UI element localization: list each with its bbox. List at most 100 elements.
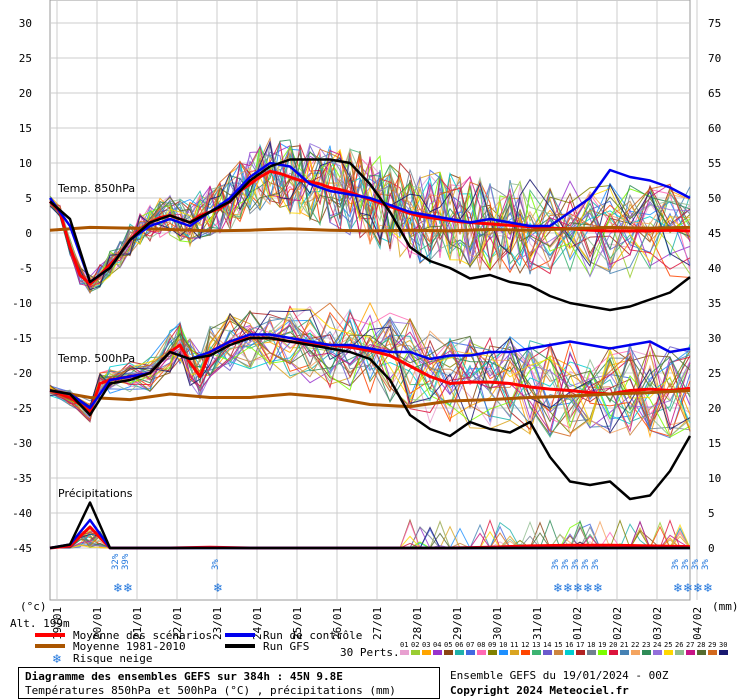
pert-swatch [554,650,563,655]
x-tick-label: 23/01 [211,607,224,640]
pert-swatch [411,650,420,655]
pert-swatch [455,650,464,655]
pert-number: 28 [697,641,705,649]
y-left-tick-label: -15 [12,332,32,345]
x-tick-label: 21/01 [131,607,144,640]
pert-number: 23 [642,641,650,649]
pert-number: 21 [620,641,628,649]
pert-swatch [587,650,596,655]
x-tick-label: 19/01 [51,607,64,640]
panel-label: Temp. 500hPa [57,352,135,365]
perturbation-line [49,324,691,433]
pert-number: 04 [433,641,441,649]
pert-number: 30 [719,641,727,649]
y-left-tick-label: 20 [19,87,32,100]
pert-number: 26 [675,641,683,649]
snowflake-icon: ❄ [703,581,713,595]
pert-number: 13 [532,641,540,649]
pert-swatch [697,650,706,655]
snowflake-icon: ❄ [52,652,62,666]
y-left-tick-label: 5 [25,192,32,205]
pert-swatch [521,650,530,655]
footer-subtitle: Températures 850hPa et 500hPa (°C) , pré… [25,684,396,697]
panel-label: Temp. 850hPa [57,182,135,195]
y-left-tick-label: -5 [19,262,32,275]
pert-swatch [510,650,519,655]
legend-label: Risque neige [73,652,152,665]
snow-risk-pct: 3% [561,559,571,570]
pert-swatch [708,650,717,655]
pert-number: 06 [455,641,463,649]
y-right-tick-label: 5 [708,507,715,520]
snowflake-icon: ❄ [123,581,133,595]
pert-swatch [565,650,574,655]
x-tick-label: 03/02 [651,607,664,640]
snow-risk-pct: 3% [211,559,221,570]
perturbation-line [49,318,691,423]
altitude-label: Alt. 199m [10,617,70,630]
pert-number: 17 [576,641,584,649]
pert-number: 09 [488,641,496,649]
perts-label: 30 Perts. [340,646,400,659]
pert-swatch [620,650,629,655]
y-right-tick-label: 60 [708,122,721,135]
pert-swatch [532,650,541,655]
y-left-tick-label: -35 [12,472,32,485]
pert-swatch [543,650,552,655]
snowflake-icon: ❄ [573,581,583,595]
pert-swatch [576,650,585,655]
pert-swatch [719,650,728,655]
pert-number: 24 [653,641,661,649]
pert-number: 15 [554,641,562,649]
pert-swatch [653,650,662,655]
pert-number: 29 [708,641,716,649]
series-line [49,158,691,312]
snow-risk-pct: 3% [581,559,591,570]
pert-number: 27 [686,641,694,649]
pert-number: 18 [587,641,595,649]
x-tick-label: 30/01 [491,607,504,640]
y-right-tick-label: 70 [708,52,721,65]
legend-swatch [225,633,255,637]
pert-number: 20 [609,641,617,649]
y-right-tick-label: 35 [708,297,721,310]
snow-risk-pct: 39% [121,553,131,570]
legend-swatch [225,644,255,648]
pert-swatch [477,650,486,655]
snowflake-icon: ❄ [583,581,593,595]
snowflake-icon: ❄ [113,581,123,595]
perturbation-line [49,145,691,288]
y-right-tick-label: 40 [708,262,721,275]
snow-risk-pct: 3% [591,559,601,570]
grid [49,0,698,601]
snow-risk-pct: 3% [671,559,681,570]
y-right-tick-label: 10 [708,472,721,485]
snow-risk-pct: 32% [111,553,121,570]
legend-swatch [35,633,65,637]
y-left-tick-label: -30 [12,437,32,450]
series-lines: 32%❄39%❄3%❄3%❄3%❄3%❄3%❄3%❄3%❄3%❄3%❄3%❄ [48,158,713,595]
plot-frame [49,0,691,601]
pert-number: 11 [510,641,518,649]
y-left-tick-label: 15 [19,122,32,135]
pert-swatch [631,650,640,655]
pert-swatch [499,650,508,655]
pert-swatch [642,650,651,655]
snowflake-icon: ❄ [553,581,563,595]
snowflake-icon: ❄ [673,581,683,595]
perturbation-line [49,320,691,438]
pert-number: 22 [631,641,639,649]
panel-label: Précipitations [58,487,133,500]
y-right-tick-label: 15 [708,437,721,450]
pert-number: 01 [400,641,408,649]
pert-swatch [598,650,607,655]
perturbation-line [49,139,691,293]
pert-number: 10 [499,641,507,649]
y-left-tick-label: -25 [12,402,32,415]
perturbation-line [49,148,691,294]
y-left-tick-label: -40 [12,507,32,520]
legend-label: Run de contrôle [263,629,362,642]
footer-box: Diagramme des ensembles GEFS sur 384h : … [18,667,440,699]
snow-risk-pct: 3% [701,559,711,570]
